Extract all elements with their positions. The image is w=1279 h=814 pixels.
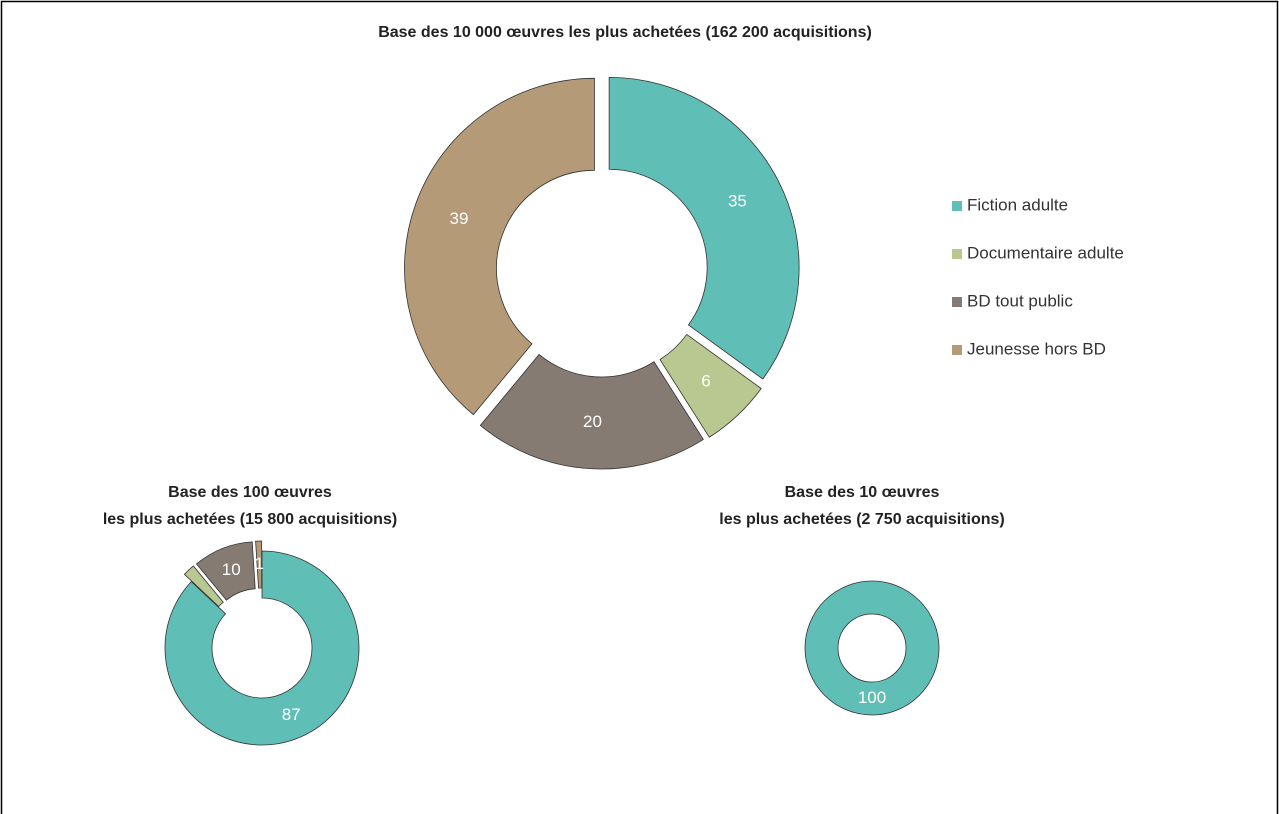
slice-label: 10 bbox=[222, 560, 241, 579]
legend-text: Documentaire adulte bbox=[967, 243, 1124, 262]
chart-title: les plus achetées (2 750 acquisitions) bbox=[719, 511, 1004, 528]
donut-slice bbox=[183, 565, 224, 608]
donut-slice bbox=[804, 580, 940, 716]
chart-title: les plus achetées (15 800 acquisitions) bbox=[103, 511, 397, 528]
legend-swatch bbox=[952, 345, 962, 355]
slice-label: 100 bbox=[858, 688, 886, 707]
chart-title: Base des 100 œuvres bbox=[168, 484, 332, 501]
slice-label: 87 bbox=[282, 705, 301, 724]
legend-swatch bbox=[952, 249, 962, 259]
donut-slice bbox=[479, 353, 704, 470]
legend-swatch bbox=[952, 297, 962, 307]
donut-slice bbox=[404, 77, 595, 416]
donut-slice bbox=[608, 76, 800, 380]
slice-label: 35 bbox=[728, 191, 747, 210]
donut-slice bbox=[255, 540, 263, 589]
chart-title: Base des 10 œuvres bbox=[785, 484, 940, 501]
donut-slice bbox=[659, 333, 762, 438]
slice-label: 1 bbox=[255, 554, 264, 573]
donut-slice bbox=[164, 550, 360, 746]
slice-label: 39 bbox=[450, 209, 469, 228]
legend-swatch bbox=[952, 201, 962, 211]
chart-title: Base des 10 000 œuvres les plus achetées… bbox=[378, 24, 872, 41]
legend-text: Fiction adulte bbox=[967, 195, 1068, 214]
donut-slice bbox=[195, 541, 256, 601]
slice-label: 20 bbox=[583, 412, 602, 431]
legend-text: BD tout public bbox=[967, 291, 1073, 310]
slice-label: 6 bbox=[701, 371, 710, 390]
legend-text: Jeunesse hors BD bbox=[967, 339, 1106, 358]
